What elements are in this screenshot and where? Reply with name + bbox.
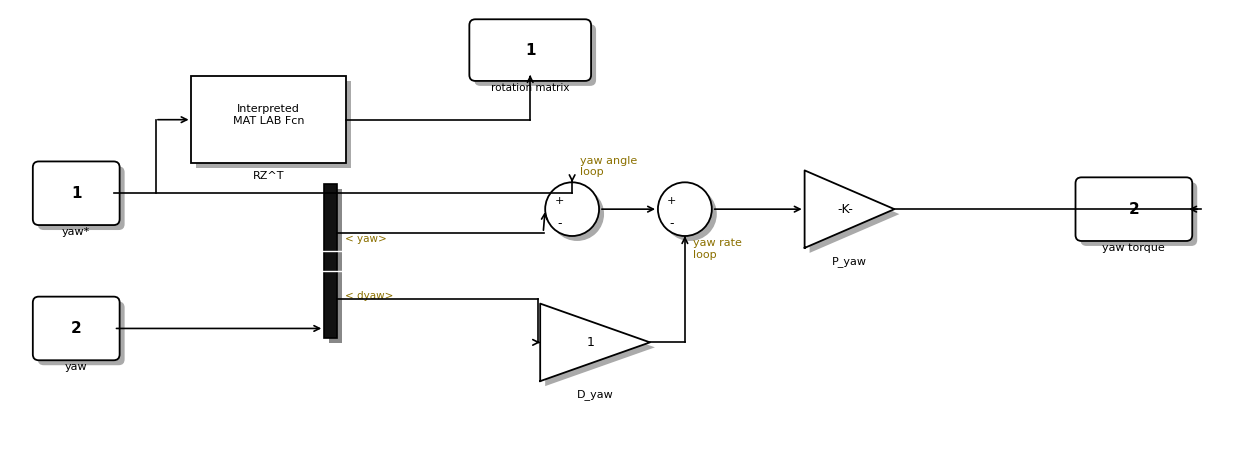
Bar (330, 189, 342, 343)
Text: yaw*: yaw* (63, 227, 90, 237)
FancyBboxPatch shape (197, 81, 351, 169)
FancyBboxPatch shape (38, 301, 124, 365)
Text: < dyaw>: < dyaw> (345, 291, 393, 300)
Text: P_yaw: P_yaw (832, 256, 867, 267)
FancyBboxPatch shape (1080, 182, 1197, 246)
Circle shape (663, 187, 717, 241)
Text: yaw: yaw (65, 362, 88, 372)
Text: yaw rate
loop: yaw rate loop (693, 238, 742, 260)
Text: 1: 1 (525, 42, 535, 57)
Text: -: - (556, 218, 561, 230)
Polygon shape (804, 171, 895, 248)
Polygon shape (540, 304, 650, 381)
Polygon shape (545, 309, 655, 386)
Text: -K-: -K- (837, 203, 853, 216)
FancyBboxPatch shape (1075, 178, 1193, 241)
FancyBboxPatch shape (38, 166, 124, 230)
FancyBboxPatch shape (33, 297, 119, 360)
Text: rotation matrix: rotation matrix (491, 83, 569, 93)
Text: +: + (668, 196, 677, 206)
Text: 2: 2 (1129, 202, 1139, 217)
Circle shape (545, 182, 599, 236)
Circle shape (550, 187, 604, 241)
FancyBboxPatch shape (475, 24, 596, 86)
Text: -: - (669, 218, 674, 230)
Text: < yaw>: < yaw> (345, 234, 387, 244)
FancyBboxPatch shape (33, 162, 119, 225)
Text: D_yaw: D_yaw (576, 389, 614, 400)
Text: 1: 1 (588, 336, 595, 349)
Text: RZ^T: RZ^T (253, 171, 284, 181)
Bar (325, 184, 337, 338)
Circle shape (658, 182, 712, 236)
Text: +: + (555, 196, 564, 206)
Text: yaw angle
loop: yaw angle loop (580, 156, 638, 178)
Text: 2: 2 (71, 321, 81, 336)
Text: 1: 1 (71, 186, 81, 201)
FancyBboxPatch shape (470, 19, 591, 81)
Text: yaw torque: yaw torque (1103, 243, 1165, 253)
FancyBboxPatch shape (192, 76, 346, 163)
Polygon shape (809, 175, 900, 253)
Text: Interpreted
MAT LAB Fcn: Interpreted MAT LAB Fcn (233, 104, 304, 125)
